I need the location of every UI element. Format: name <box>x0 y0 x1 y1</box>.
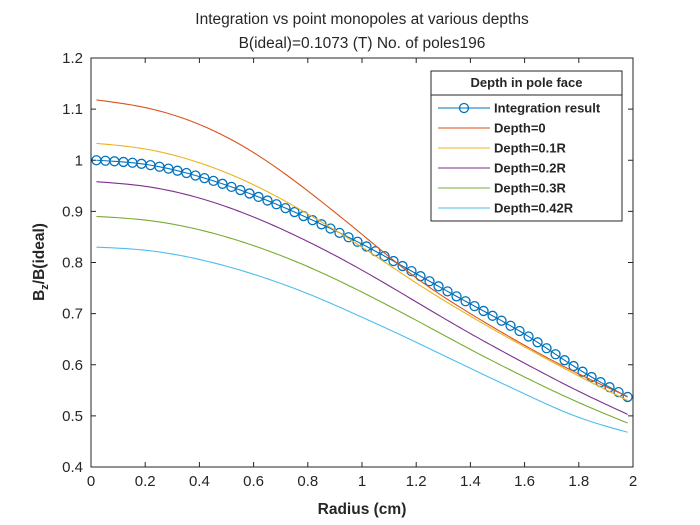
legend-box <box>430 70 623 222</box>
y-axis-label-main: B <box>31 290 48 301</box>
legend-marker <box>458 102 470 114</box>
data-point <box>496 315 507 326</box>
series-line-depth-0-42r <box>96 246 628 433</box>
y-axis-label: Bz/B(ideal) <box>31 223 51 301</box>
data-point <box>568 360 579 372</box>
legend-entry-label: Depth=0.42R <box>494 201 574 216</box>
data-point <box>343 232 354 243</box>
y-axis-label-rest: /B(ideal) <box>31 223 48 284</box>
x-tick-label: 0.8 <box>297 473 318 490</box>
x-axis-label: Radius (cm) <box>318 501 407 518</box>
legend-title: Depth in pole face <box>471 75 583 90</box>
series-line-depth-0-2r <box>96 181 628 415</box>
data-point <box>505 320 516 331</box>
data-point <box>478 305 489 317</box>
y-tick-label: 1 <box>75 152 83 169</box>
data-point <box>334 227 345 238</box>
data-point <box>217 178 228 189</box>
x-tick-label: 1 <box>358 473 366 490</box>
series-line-depth-0-1r <box>96 142 628 402</box>
data-point <box>487 310 498 321</box>
data-point <box>361 241 372 252</box>
legend-entry-label: Depth=0 <box>494 121 546 136</box>
series-line-depth-0-3r <box>96 215 628 424</box>
data-point <box>397 260 408 272</box>
legend-entry-label: Depth=0.2R <box>494 161 566 176</box>
data-point <box>469 300 480 312</box>
data-point <box>226 181 237 193</box>
legend-entry-label: Depth=0.1R <box>494 141 566 156</box>
axes: 0 0.2 0.4 0.6 0.8 1 1.2 1.4 1.6 1.8 2 0.4 0.5 0.6 0.7 0… <box>62 50 637 490</box>
data-point <box>244 188 255 199</box>
y-tick-label: 0.9 <box>62 203 83 220</box>
data-point <box>532 337 543 348</box>
data-point <box>622 391 633 403</box>
y-tick-label: 0.4 <box>62 459 83 476</box>
data-point <box>307 214 318 226</box>
data-point <box>253 191 264 203</box>
x-tick-label: 0.4 <box>189 473 210 490</box>
y-tick-label: 0.6 <box>62 357 83 374</box>
data-point <box>190 170 201 181</box>
data-point <box>235 184 246 196</box>
data-point <box>442 286 453 297</box>
x-tick-label: 1.2 <box>406 473 427 490</box>
data-point <box>271 199 282 210</box>
data-point <box>523 331 534 342</box>
data-point <box>424 276 435 287</box>
data-point <box>388 255 399 267</box>
data-point <box>460 296 471 307</box>
legend-entry-label: Integration result <box>494 101 601 116</box>
data-point <box>586 371 597 383</box>
y-tick-label: 1.1 <box>62 101 83 118</box>
x-tick-label: 1.8 <box>568 473 589 490</box>
data-point <box>541 343 552 354</box>
data-point <box>514 325 525 337</box>
data-point <box>199 172 210 184</box>
y-tick-label: 0.5 <box>62 408 83 425</box>
legend-entry-label: Depth=0.3R <box>494 181 566 196</box>
series-layer <box>91 99 633 433</box>
y-tick-label: 0.7 <box>62 306 83 323</box>
x-tick-label: 0 <box>87 473 95 490</box>
data-point <box>262 195 273 206</box>
data-point <box>325 223 336 234</box>
data-point <box>550 349 561 360</box>
data-point <box>280 202 291 214</box>
data-point <box>289 206 300 218</box>
y-axis-label-subscript: z <box>39 284 51 290</box>
x-tick-label: 1.4 <box>460 473 481 490</box>
y-tick-label: 1.2 <box>62 50 83 67</box>
x-tick-label: 0.2 <box>135 473 156 490</box>
data-point <box>451 291 462 302</box>
chart-title: Integration vs point monopoles at variou… <box>195 11 529 28</box>
data-point <box>208 175 219 187</box>
legend-entries: Integration result Depth=0 Depth=0.1R Depth… <box>438 101 601 216</box>
x-tick-label: 1.6 <box>514 473 535 490</box>
data-point <box>559 355 570 366</box>
data-point <box>433 281 444 292</box>
legend: Depth in pole face Integration result Dep… <box>430 70 623 222</box>
x-tick-label: 0.6 <box>243 473 264 490</box>
x-tick-label: 2 <box>629 473 637 490</box>
series-line-depth-0 <box>96 99 628 397</box>
chart-subtitle: B(ideal)=0.1073 (T) No. of poles196 <box>239 35 486 52</box>
y-tick-label: 0.8 <box>62 255 83 272</box>
